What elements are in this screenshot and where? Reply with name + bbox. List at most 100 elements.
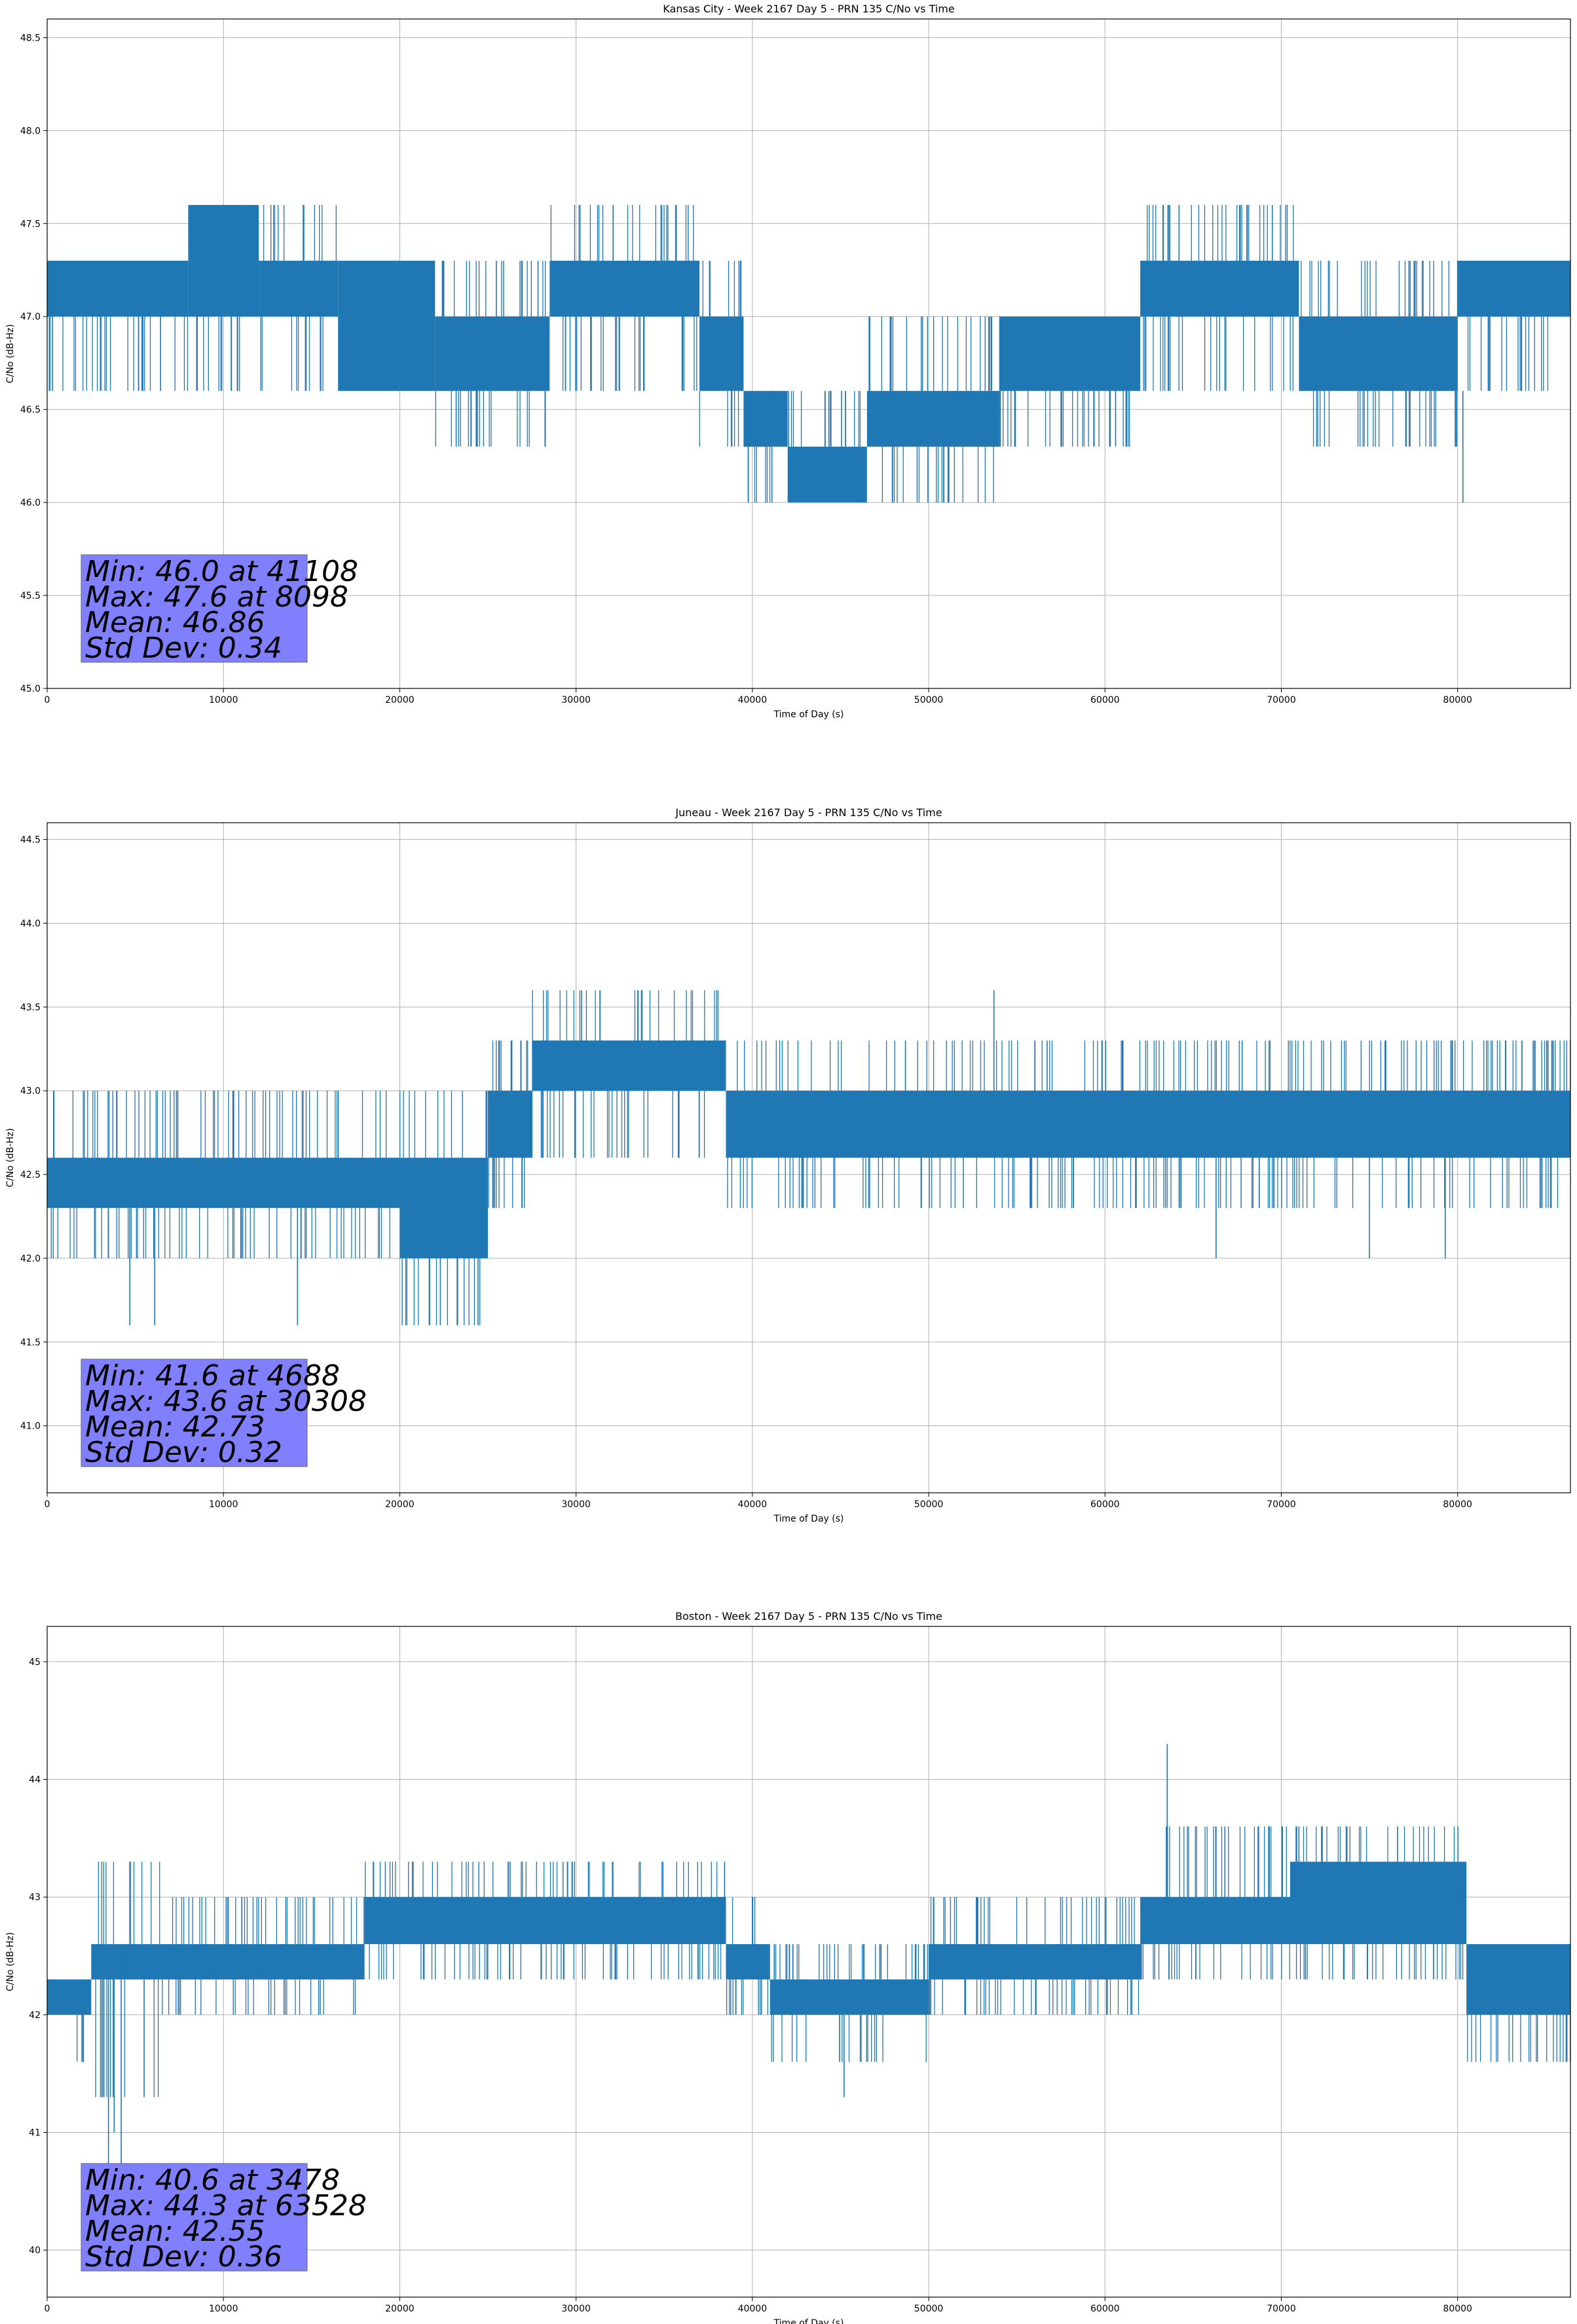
chart-boston-y-axis-label: C/No (dB-Hz) xyxy=(5,1932,16,1991)
chart-kansas-city-jitter-1 xyxy=(196,316,240,391)
chart-boston-x-tick-label-2: 20000 xyxy=(385,2304,415,2314)
chart-juneau-stats-line-2: Mean: 42.73 xyxy=(85,1410,265,1444)
chart-kansas-city-stats-line-0: Min: 46.0 at 41108 xyxy=(85,555,358,588)
chart-kansas-city-band-1 xyxy=(188,204,259,317)
chart-juneau-jitter-4 xyxy=(727,1040,1571,1209)
chart-juneau-x-tick-label-8: 80000 xyxy=(1443,1499,1472,1510)
chart-boston-band-5 xyxy=(770,1979,929,2015)
chart-kansas-city-jitter-6 xyxy=(699,261,742,447)
chart-boston-title: Boston - Week 2167 Day 5 - PRN 135 C/No … xyxy=(675,1610,942,1622)
chart-juneau-y-tick-label-2: 42.0 xyxy=(20,1254,41,1264)
chart-boston-x-axis-label: Time of Day (s) xyxy=(773,2318,844,2324)
chart-juneau-band-4 xyxy=(726,1091,1570,1158)
chart-kansas-city-band-7 xyxy=(743,390,788,447)
chart-juneau-x-tick-label-6: 60000 xyxy=(1090,1499,1120,1510)
chart-kansas-city-stats-line-3: Std Dev: 0.34 xyxy=(85,631,282,665)
chart-boston-jitter-1 xyxy=(95,1862,160,2097)
chart-kansas-city-band-11 xyxy=(1140,261,1299,317)
chart-kansas-city-stats-line-1: Max: 47.6 at 8098 xyxy=(85,580,348,614)
chart-juneau-jitter-3 xyxy=(531,990,718,1158)
chart-kansas-city-x-tick-label-2: 20000 xyxy=(385,695,415,705)
chart-juneau-title: Juneau - Week 2167 Day 5 - PRN 135 C/No … xyxy=(675,806,942,819)
chart-boston-band-4 xyxy=(726,1944,770,1979)
chart-boston-jitter-3 xyxy=(365,1862,726,1979)
chart-kansas-city-y-tick-label-4: 47.0 xyxy=(20,312,41,322)
chart-kansas-city-x-tick-label-4: 40000 xyxy=(738,695,768,705)
chart-kansas-city-y-tick-label-5: 47.5 xyxy=(20,219,41,229)
chart-kansas-city-jitter-7 xyxy=(747,446,771,503)
chart-kansas-city-jitter-11 xyxy=(1143,204,1294,391)
chart-juneau-y-tick-label-0: 41.0 xyxy=(20,1421,41,1432)
chart-boston-x-tick-label-7: 70000 xyxy=(1267,2304,1296,2314)
chart-kansas-city-band-4 xyxy=(435,316,550,391)
chart-kansas-city-jitter-0 xyxy=(48,316,189,391)
chart-juneau-y-tick-label-1: 41.5 xyxy=(20,1338,41,1348)
chart-juneau-band-0 xyxy=(47,1157,400,1209)
chart-juneau-y-tick-label-3: 42.5 xyxy=(20,1170,41,1180)
chart-boston-jitter-0 xyxy=(77,2014,84,2062)
chart-kansas-city-axes-frame xyxy=(46,18,1571,689)
chart-kansas-city-jitter-2 xyxy=(260,204,337,391)
chart-kansas-city-band-8 xyxy=(787,446,867,503)
chart-juneau-x-axis-label: Time of Day (s) xyxy=(773,1514,844,1524)
chart-boston-band-0 xyxy=(47,1979,92,2015)
chart-kansas-city-x-tick-label-3: 30000 xyxy=(561,695,591,705)
chart-juneau-x-tick-label-5: 50000 xyxy=(914,1499,944,1510)
chart-kansas-city-band-10 xyxy=(999,316,1141,391)
chart-juneau-stats-box xyxy=(81,1359,308,1467)
chart-boston-jitter-8 xyxy=(1295,1826,1464,1979)
chart-boston-band-3 xyxy=(364,1897,726,1945)
chart-juneau-x-tick-label-4: 40000 xyxy=(738,1499,768,1510)
chart-boston-band-1 xyxy=(91,1944,162,1979)
chart-boston-jitter-6 xyxy=(929,1897,1140,2015)
chart-kansas-city-band-12 xyxy=(1299,316,1458,391)
chart-boston-stats-line-0: Min: 40.6 at 3478 xyxy=(85,2164,340,2197)
chart-juneau-x-tick-label-1: 10000 xyxy=(209,1499,238,1510)
chart-kansas-city-stats-line-2: Mean: 46.86 xyxy=(85,606,265,639)
chart-boston-jitter-5 xyxy=(771,1944,928,2062)
chart-boston-x-tick-label-3: 30000 xyxy=(561,2304,591,2314)
chart-kansas-city-jitter-9 xyxy=(868,316,994,503)
chart-juneau-y-tick-label-4: 43.0 xyxy=(20,1086,41,1096)
chart-boston-jitter-4 xyxy=(726,1897,769,2015)
chart-juneau-stats-line-1: Max: 43.6 at 30308 xyxy=(85,1385,367,1418)
chart-juneau-y-tick-label-7: 44.5 xyxy=(20,835,41,846)
chart-kansas-city-jitter-5 xyxy=(550,204,697,391)
chart-kansas-city-x-axis-label: Time of Day (s) xyxy=(773,709,844,720)
chart-boston-y-tick-label-5: 45 xyxy=(29,1657,41,1668)
chart-kansas-city-band-0 xyxy=(47,261,189,317)
chart-boston-stats-box xyxy=(81,2163,308,2272)
chart-kansas-city-jitter-10 xyxy=(999,390,1130,447)
chart-kansas-city-band-5 xyxy=(549,261,700,317)
chart-juneau-band-1 xyxy=(399,1157,489,1258)
chart-boston-x-tick-label-6: 60000 xyxy=(1090,2304,1120,2314)
chart-kansas-city-y-tick-label-3: 46.5 xyxy=(20,405,41,415)
chart-kansas-city-band-6 xyxy=(699,316,744,391)
chart-juneau-y-tick-label-5: 43.5 xyxy=(20,1002,41,1013)
chart-boston-x-tick-label-1: 10000 xyxy=(209,2304,238,2314)
chart-boston-x-tick-label-0: 0 xyxy=(45,2304,50,2314)
chart-boston-jitter-2 xyxy=(162,1897,365,2015)
chart-boston-jitter-9 xyxy=(1467,2014,1571,2062)
chart-boston-band-8 xyxy=(1289,1862,1467,1945)
chart-boston-stats-line-2: Mean: 42.55 xyxy=(85,2215,265,2248)
chart-juneau-band-3 xyxy=(532,1040,726,1091)
chart-boston-y-tick-label-3: 43 xyxy=(29,1892,41,1903)
chart-boston-x-tick-label-4: 40000 xyxy=(738,2304,768,2314)
chart-juneau-y-axis-label: C/No (dB-Hz) xyxy=(5,1128,16,1187)
chart-boston-band-6 xyxy=(929,1944,1141,1979)
chart-juneau-stats-line-3: Std Dev: 0.32 xyxy=(85,1436,282,1469)
chart-juneau-x-tick-label-2: 20000 xyxy=(385,1499,415,1510)
chart-juneau-x-tick-label-0: 0 xyxy=(45,1499,50,1510)
chart-kansas-city-band-9 xyxy=(866,390,999,447)
chart-juneau-y-tick-label-6: 44.0 xyxy=(20,918,41,929)
chart-kansas-city-y-tick-label-0: 45.0 xyxy=(20,684,41,694)
chart-kansas-city-series xyxy=(47,204,1570,503)
chart-kansas-city-jitter-4 xyxy=(435,261,546,447)
chart-juneau-band-2 xyxy=(488,1091,532,1158)
chart-kansas-city-y-tick-label-1: 45.5 xyxy=(20,591,41,601)
chart-boston-band-7 xyxy=(1140,1897,1290,1945)
chart-boston-x-tick-label-8: 80000 xyxy=(1443,2304,1472,2314)
chart-kansas-city-band-2 xyxy=(259,261,339,317)
chart-boston-axes-frame xyxy=(46,1626,1571,2298)
